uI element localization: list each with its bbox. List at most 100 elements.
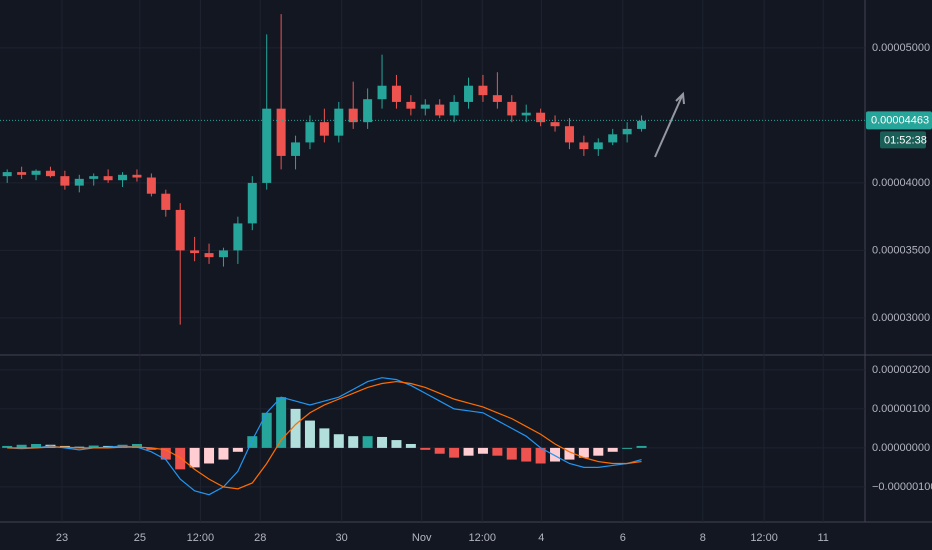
x-tick-label: 8 (700, 532, 706, 544)
histogram-bar (31, 443, 42, 448)
candle-body (60, 176, 70, 186)
y-tick-label: 0.00003000 (872, 312, 930, 324)
y-tick-label: 0.00004000 (872, 177, 930, 189)
x-tick-label: 11 (817, 532, 828, 544)
histogram-bar (204, 447, 215, 464)
histogram-bar (477, 447, 488, 454)
x-tick-label: 30 (336, 532, 348, 544)
candle-body (406, 101, 416, 109)
histogram-bar (232, 447, 243, 452)
trend-arrow (654, 95, 683, 158)
histogram-bar (131, 443, 142, 448)
candle-body (2, 172, 12, 177)
candle-body (377, 85, 387, 100)
candle-body (319, 122, 329, 136)
y-tick-label: 0.00000000 (872, 442, 930, 454)
candle-body (536, 112, 546, 123)
candle-body (247, 182, 257, 224)
candle-body (291, 142, 301, 156)
y-tick-label: 0.00000200 (872, 364, 930, 376)
candle-body (204, 253, 214, 258)
histogram-bar (261, 412, 272, 448)
histogram-bar (622, 447, 633, 449)
histogram-bar (290, 408, 301, 448)
candle-body (637, 120, 647, 129)
histogram-bar (593, 447, 604, 456)
x-tick-label: 28 (254, 532, 266, 544)
histogram-bar (492, 447, 503, 456)
histogram-bar (405, 443, 416, 448)
candle-body (132, 174, 142, 178)
x-tick-label: 25 (134, 532, 146, 544)
candle-body (550, 122, 560, 127)
histogram-bar (391, 440, 402, 448)
histogram-bar (189, 447, 200, 468)
candle-body (622, 128, 632, 135)
candle-body (348, 108, 358, 123)
histogram-bar (535, 447, 546, 464)
candle-body (233, 223, 243, 251)
x-tick-label: 4 (538, 532, 544, 544)
histogram-bar (333, 434, 344, 448)
histogram-bar (550, 447, 561, 462)
histogram-bar (607, 447, 618, 452)
candle-body (449, 101, 459, 116)
candle-body (218, 250, 228, 258)
x-tick-label: 12:00 (750, 532, 778, 544)
candle-body (593, 142, 603, 150)
candle-body (31, 170, 41, 175)
histogram-bar (88, 445, 99, 448)
candle-body (175, 209, 185, 251)
histogram-bar (2, 445, 13, 448)
histogram-bar (348, 436, 359, 448)
histogram-bar (160, 447, 171, 460)
y-tick-label: −0.00000100 (872, 481, 932, 493)
y-tick-label: 0.00000100 (872, 403, 930, 415)
histogram-bar (175, 447, 186, 470)
signal-line (7, 380, 642, 490)
candle-body (420, 104, 430, 109)
histogram-bar (506, 447, 517, 460)
candle-body (45, 170, 55, 177)
candle-body (478, 85, 488, 96)
candle-body (305, 122, 315, 143)
candle-body (89, 176, 99, 179)
countdown: 01:52:38 (884, 134, 927, 146)
candle-body (579, 142, 589, 150)
candle-body (608, 134, 618, 143)
histogram-bar (636, 445, 647, 448)
x-tick-label: 12:00 (468, 532, 496, 544)
macd-line (7, 377, 642, 496)
candle-body (391, 85, 401, 102)
histogram-bar (578, 447, 589, 458)
last-price-label: 0.00004463 (871, 114, 929, 126)
histogram-bar (362, 436, 373, 448)
histogram-bar (16, 444, 27, 448)
candle-body (492, 95, 502, 102)
candle-body (146, 177, 156, 194)
candle-body (74, 178, 84, 186)
histogram-bar (564, 447, 575, 460)
x-tick-label: Nov (412, 532, 432, 544)
candle-body (435, 104, 445, 116)
x-tick-label: 23 (56, 532, 68, 544)
candle-body (363, 99, 373, 123)
histogram-bar (247, 436, 258, 448)
candle-body (17, 172, 27, 175)
histogram-bar (463, 447, 474, 456)
histogram-bar (218, 447, 229, 460)
countdown-box (880, 131, 926, 149)
candle-body (521, 112, 531, 116)
last-price-box (866, 111, 932, 130)
histogram-bar (146, 447, 157, 450)
y-tick-label: 0.00005000 (872, 42, 930, 54)
y-tick-label: 0.00003500 (872, 244, 930, 256)
candle-body (262, 108, 272, 183)
candle-body (464, 85, 474, 102)
histogram-bar (319, 428, 330, 448)
histogram-bar (420, 447, 431, 450)
candle-body (190, 250, 200, 254)
x-tick-label: 6 (620, 532, 626, 544)
candle-body (276, 108, 286, 156)
